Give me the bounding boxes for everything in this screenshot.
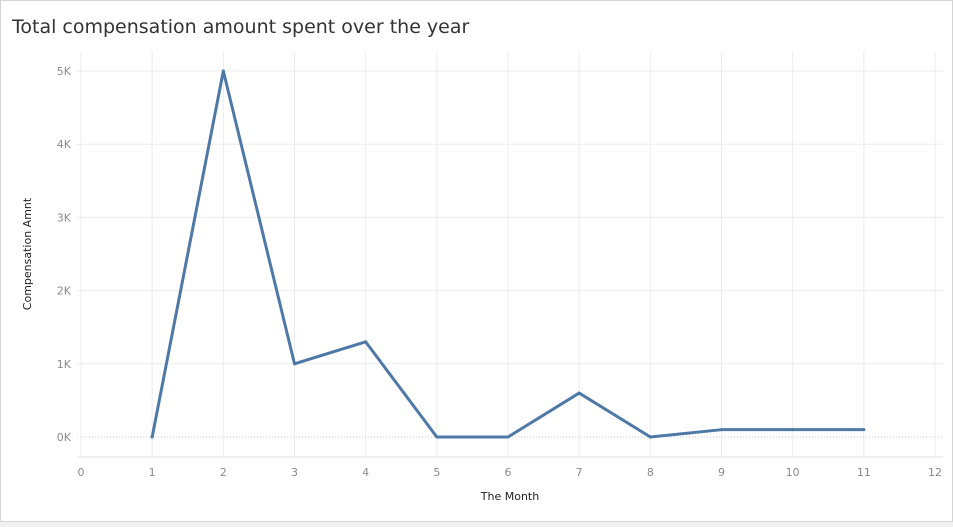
x-tick-label: 4 — [362, 466, 369, 479]
grid-lines — [77, 51, 943, 458]
x-tick-label: 0 — [78, 466, 85, 479]
data-point[interactable] — [506, 435, 510, 439]
chart-title: Total compensation amount spent over the… — [12, 16, 470, 38]
y-tick-label: 0K — [57, 431, 72, 444]
y-tick-label: 5K — [57, 65, 72, 78]
x-tick-label: 1 — [149, 466, 156, 479]
data-point[interactable] — [221, 69, 225, 73]
x-tick-label: 7 — [576, 466, 583, 479]
data-point[interactable] — [150, 435, 154, 439]
data-point[interactable] — [862, 428, 866, 432]
data-point[interactable] — [720, 428, 723, 432]
x-tick-label: 2 — [220, 466, 227, 479]
x-tick-label: 10 — [786, 466, 800, 479]
x-tick-label: 5 — [433, 466, 440, 479]
y-tick-label: 1K — [57, 358, 72, 371]
y-tick-label: 4K — [57, 138, 72, 151]
y-tick-label: 3K — [57, 211, 72, 224]
data-point[interactable] — [435, 435, 439, 439]
x-tick-label: 9 — [718, 466, 725, 479]
x-axis-ticks: 0 1 2 3 4 5 6 7 8 9 10 11 12 — [78, 466, 943, 479]
x-tick-label: 3 — [291, 466, 298, 479]
x-tick-label: 6 — [505, 466, 512, 479]
data-point[interactable] — [293, 362, 296, 366]
x-axis-title: The Month — [480, 490, 539, 503]
series-group — [150, 69, 866, 439]
y-axis-title: Compensation Amnt — [21, 197, 34, 310]
x-tick-label: 12 — [928, 466, 942, 479]
x-tick-label: 8 — [647, 466, 654, 479]
y-tick-label: 2K — [57, 285, 72, 298]
x-tick-label: 11 — [857, 466, 871, 479]
data-point[interactable] — [648, 435, 652, 439]
data-point[interactable] — [577, 391, 581, 395]
data-point[interactable] — [364, 340, 368, 344]
y-axis-ticks: 0K 1K 2K 3K 4K 5K — [57, 65, 72, 444]
data-point[interactable] — [791, 428, 795, 432]
